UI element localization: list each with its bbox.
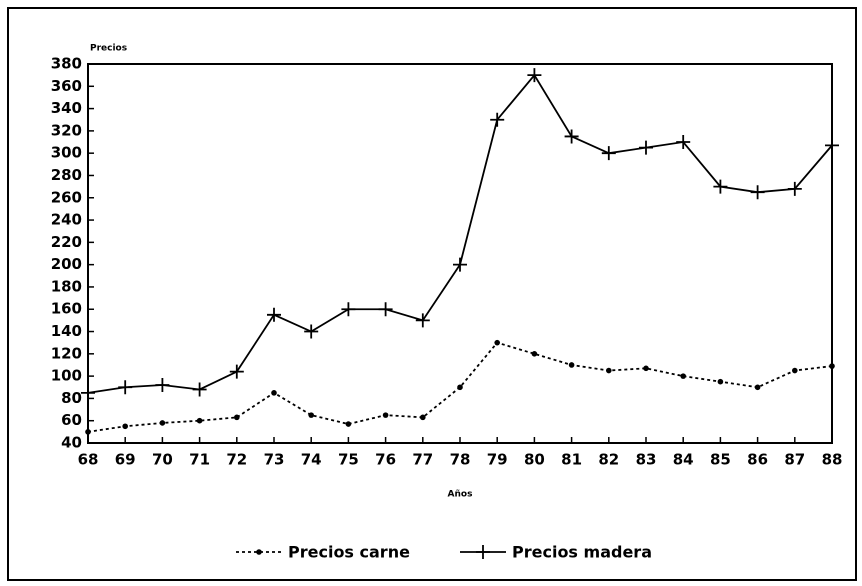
x-tick-label: 68 bbox=[78, 451, 99, 469]
series-line bbox=[87, 341, 833, 433]
x-axis-label: Años bbox=[448, 490, 473, 500]
point bbox=[378, 302, 393, 317]
x-tick-label: 73 bbox=[264, 451, 285, 469]
y-tick-label: 160 bbox=[51, 300, 82, 318]
point bbox=[494, 339, 501, 346]
point bbox=[234, 414, 240, 421]
x-tick-label: 77 bbox=[412, 451, 433, 469]
point bbox=[453, 257, 467, 272]
point bbox=[606, 367, 612, 374]
y-tick-label: 300 bbox=[51, 144, 82, 162]
point bbox=[787, 181, 802, 196]
point bbox=[308, 412, 315, 418]
point bbox=[601, 146, 616, 161]
point bbox=[527, 68, 542, 83]
y-tick-label: 60 bbox=[61, 411, 82, 429]
y-tick-label: 220 bbox=[51, 233, 82, 251]
x-tick-label: 79 bbox=[487, 451, 508, 469]
point bbox=[829, 363, 835, 369]
point bbox=[750, 185, 765, 200]
x-tick-label: 70 bbox=[152, 451, 173, 469]
x-tick-label: 85 bbox=[710, 451, 731, 469]
point bbox=[229, 364, 244, 379]
x-tick-label: 80 bbox=[524, 451, 545, 469]
point bbox=[680, 373, 686, 379]
point bbox=[196, 417, 203, 424]
x-tick-label: 75 bbox=[338, 451, 359, 469]
point bbox=[341, 302, 356, 317]
point bbox=[382, 412, 389, 418]
x-tick-label: 76 bbox=[375, 451, 396, 469]
legend-marker bbox=[476, 545, 490, 559]
point bbox=[118, 380, 133, 395]
y-tick-label: 280 bbox=[51, 166, 82, 184]
y-tick-label: 180 bbox=[51, 277, 82, 295]
point bbox=[754, 384, 761, 391]
point bbox=[155, 378, 170, 393]
legend-label: Precios madera bbox=[512, 543, 652, 562]
frame bbox=[7, 7, 857, 581]
point bbox=[122, 423, 128, 430]
point bbox=[192, 382, 207, 397]
x-tick-label: 69 bbox=[115, 451, 136, 469]
point bbox=[81, 385, 95, 400]
point bbox=[643, 365, 649, 372]
point bbox=[420, 414, 426, 421]
y-tick-label: 80 bbox=[61, 389, 82, 407]
point bbox=[676, 135, 691, 150]
point bbox=[531, 351, 538, 357]
series-line bbox=[87, 73, 833, 394]
x-tick-label: 82 bbox=[598, 451, 619, 469]
x-tick-label: 86 bbox=[747, 451, 768, 469]
y-tick-label: 100 bbox=[51, 367, 82, 385]
point bbox=[792, 367, 798, 374]
y-tick-label: 240 bbox=[51, 211, 82, 229]
legend-marker bbox=[256, 549, 262, 555]
point bbox=[564, 129, 579, 144]
point bbox=[304, 324, 319, 339]
point bbox=[490, 112, 505, 127]
x-tick-label: 74 bbox=[301, 451, 322, 469]
point bbox=[639, 140, 653, 155]
x-tick-label: 83 bbox=[636, 451, 657, 469]
point bbox=[271, 390, 277, 396]
x-tick-label: 78 bbox=[450, 451, 471, 469]
x-tick-label: 72 bbox=[226, 451, 247, 469]
y-tick-label: 380 bbox=[51, 55, 82, 73]
x-tick-label: 88 bbox=[822, 451, 843, 469]
point bbox=[85, 429, 91, 435]
x-tick-label: 81 bbox=[561, 451, 582, 469]
y-tick-label: 140 bbox=[51, 322, 82, 340]
y-tick-label: 320 bbox=[51, 121, 82, 139]
y-tick-label: 200 bbox=[51, 255, 82, 273]
point bbox=[825, 138, 839, 153]
x-tick-label: 71 bbox=[189, 451, 210, 469]
point bbox=[267, 307, 281, 322]
point bbox=[415, 313, 430, 328]
point bbox=[717, 378, 724, 385]
point bbox=[568, 362, 575, 368]
y-tick-label: 120 bbox=[51, 344, 82, 362]
point bbox=[713, 179, 728, 194]
point bbox=[159, 420, 166, 426]
y-tick-label: 340 bbox=[51, 99, 82, 117]
point bbox=[457, 384, 463, 391]
x-tick-label: 87 bbox=[784, 451, 805, 469]
y-tick-label: 260 bbox=[51, 188, 82, 206]
point bbox=[345, 421, 352, 427]
y-axis-label: Precios bbox=[90, 44, 127, 54]
y-tick-label: 40 bbox=[61, 434, 82, 452]
x-tick-label: 84 bbox=[673, 451, 694, 469]
legend-label: Precios carne bbox=[288, 543, 410, 562]
y-tick-label: 360 bbox=[51, 77, 82, 95]
